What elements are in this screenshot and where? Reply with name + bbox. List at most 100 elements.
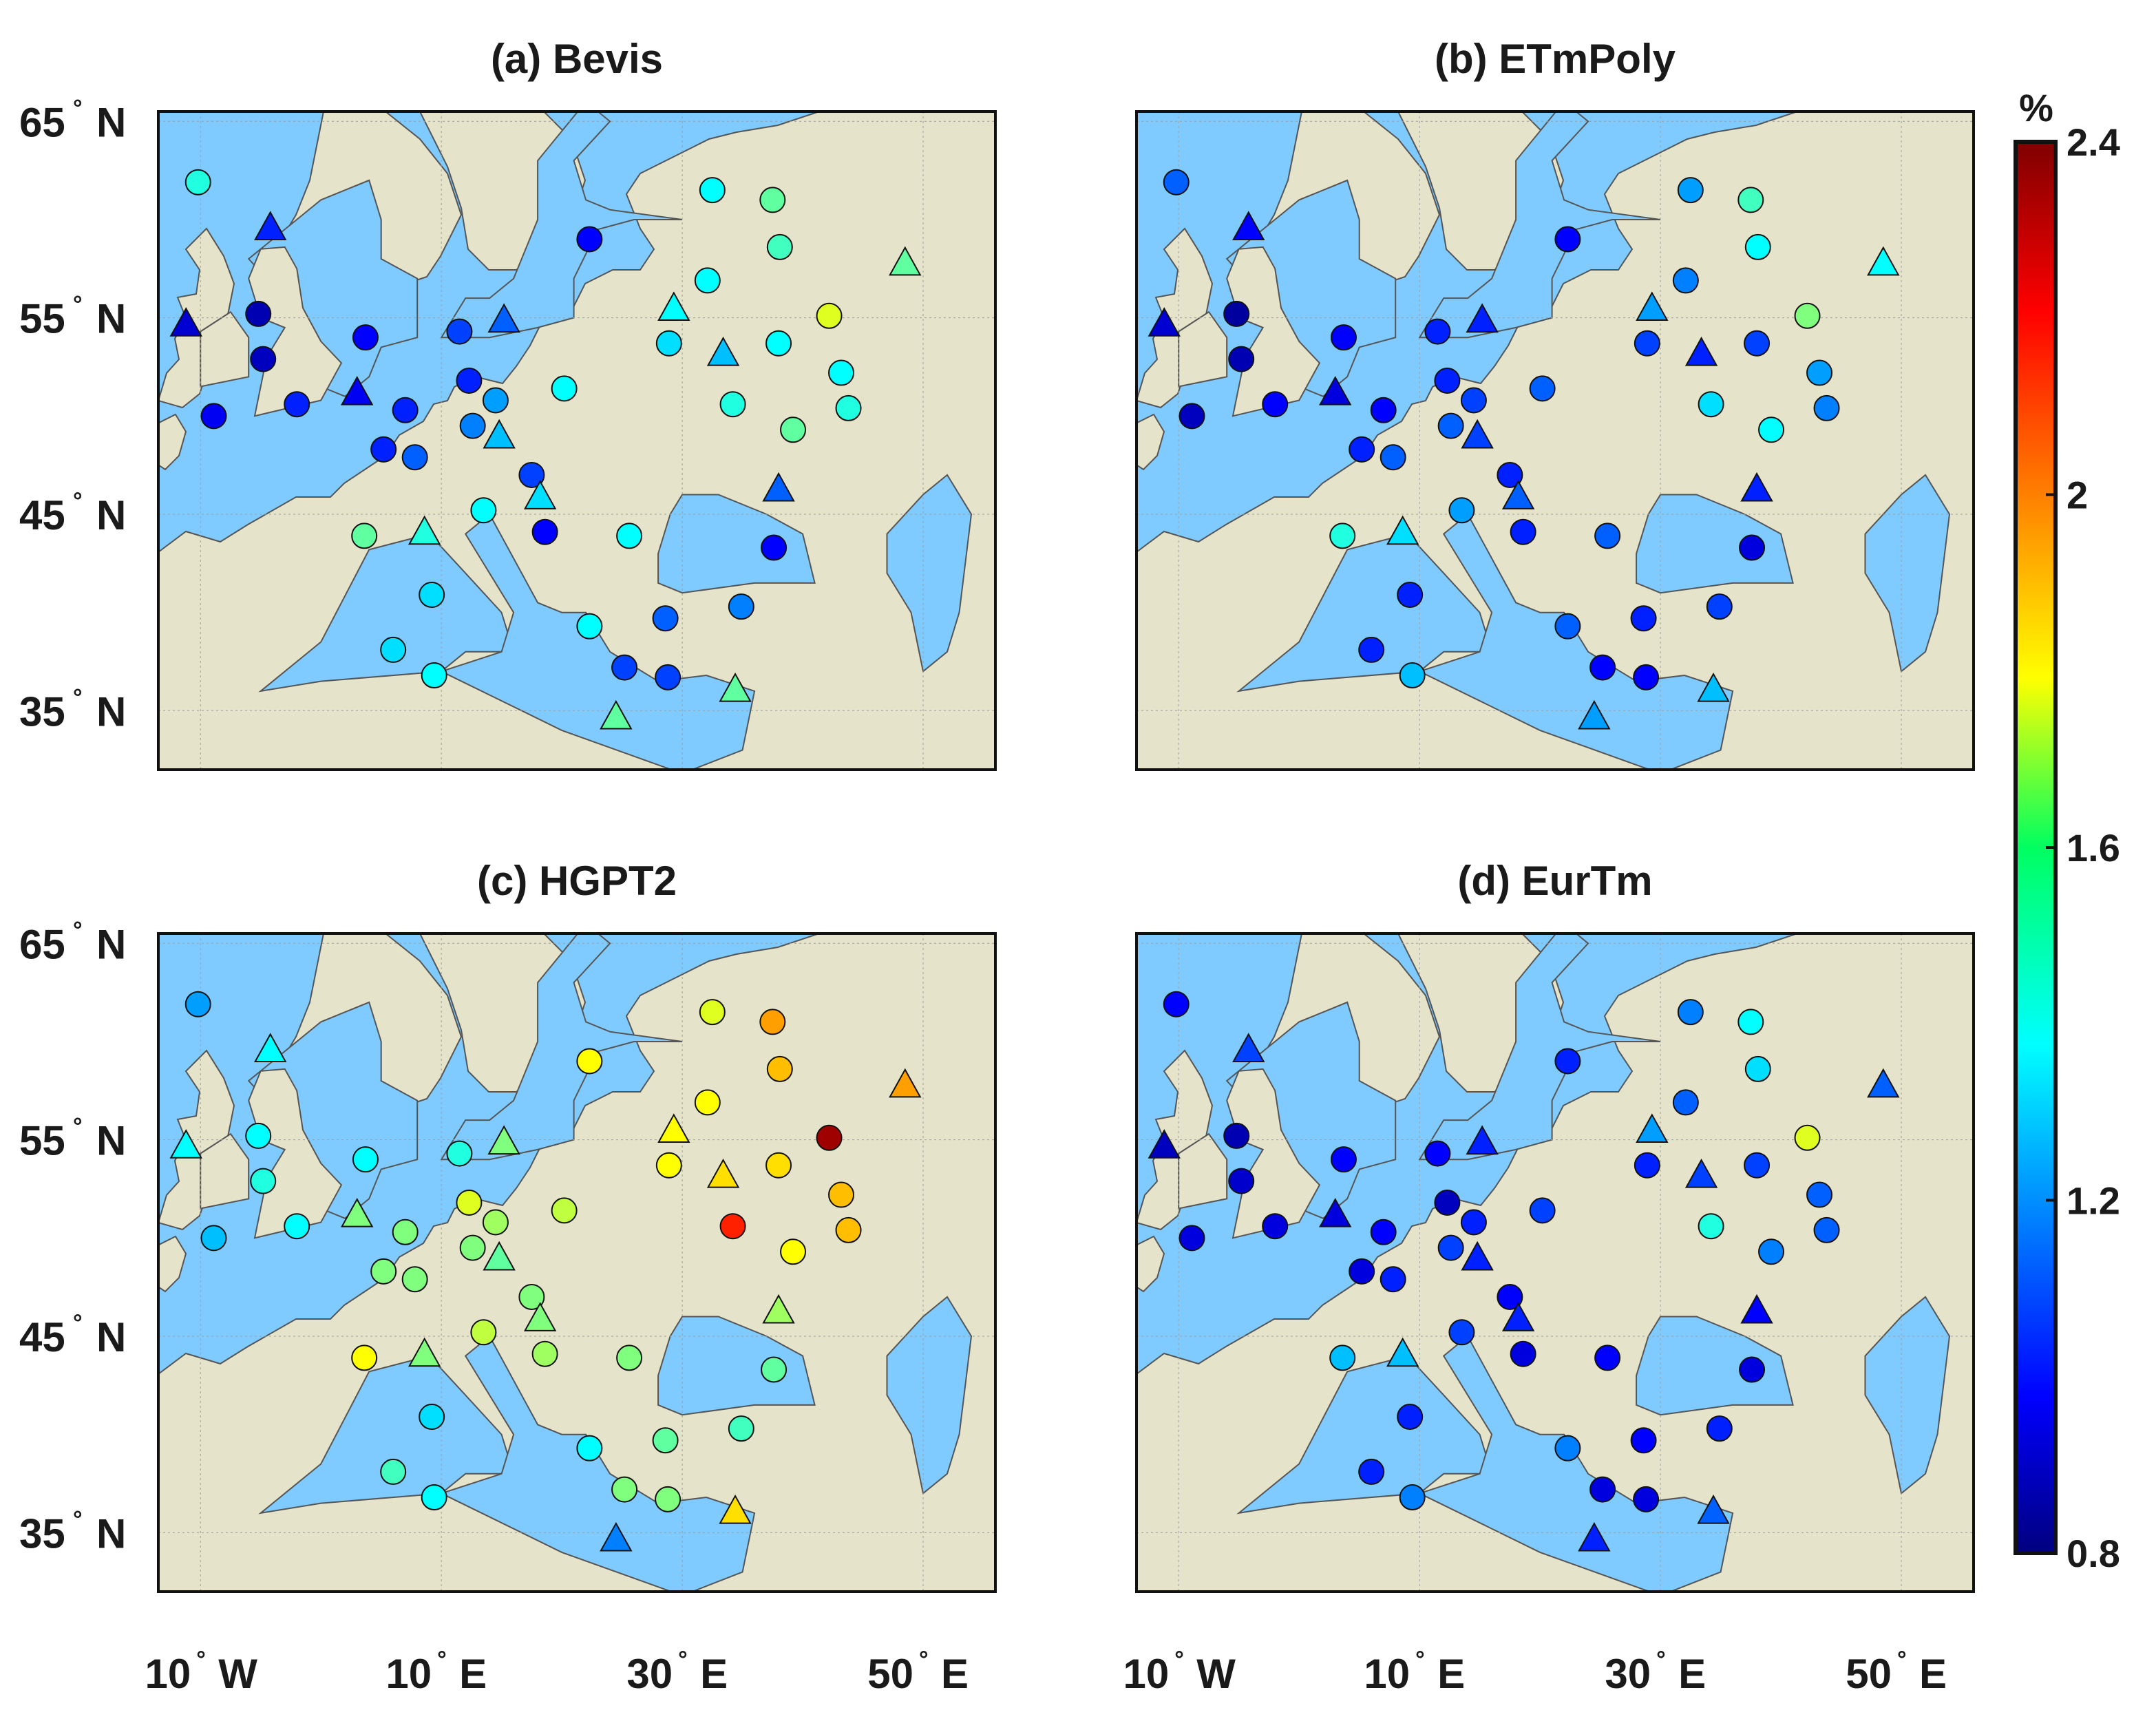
station-triangle [487, 303, 520, 333]
lat-tick-degree: ° [73, 917, 83, 943]
station-circle [531, 518, 558, 545]
station-circle [1630, 1427, 1657, 1454]
station-triangle [657, 291, 690, 321]
station-circle [1706, 593, 1733, 620]
station-circle [1329, 1344, 1356, 1371]
station-circle [351, 523, 378, 549]
station-circle [1399, 662, 1426, 689]
station-circle [652, 605, 679, 632]
station-triangle [719, 1494, 752, 1524]
lat-tick-label: 35 [19, 1510, 65, 1557]
lon-tick-hemisphere: E [1437, 1651, 1465, 1697]
lat-tick-degree: ° [73, 1114, 83, 1140]
station-circle [421, 1484, 447, 1511]
station-circle [761, 534, 788, 561]
station-circle [699, 177, 726, 204]
lon-tick-degree: ° [1897, 1647, 1907, 1673]
lat-tick-label: 45 [19, 1314, 65, 1360]
station-circle [576, 1048, 603, 1075]
map-frame [157, 932, 997, 1593]
station-circle [1329, 523, 1356, 549]
station-triangle [1461, 1241, 1494, 1271]
lat-tick-label: 45 [19, 492, 65, 538]
station-circle [401, 444, 428, 471]
station-circle [1380, 1266, 1406, 1293]
station-triangle [1461, 419, 1494, 449]
station-circle [200, 1225, 227, 1252]
lat-tick-hemisphere: N [96, 296, 126, 342]
station-circle [1594, 1344, 1621, 1371]
lat-tick-label: 55 [19, 1118, 65, 1164]
panel-title: (d) EurTm [1457, 858, 1652, 904]
panel-title: (a) Bevis [491, 36, 663, 82]
lat-tick-degree: ° [73, 292, 83, 318]
station-circle [1630, 605, 1657, 632]
lon-tick-hemisphere: E [700, 1651, 728, 1697]
station-circle [835, 1216, 862, 1243]
station-circle [245, 300, 272, 327]
station-circle [1424, 1140, 1451, 1167]
station-circle [761, 1356, 788, 1383]
station-triangle [1636, 291, 1669, 321]
station-circle [1677, 177, 1704, 204]
station-circle [1330, 1146, 1357, 1173]
station-circle [1434, 1189, 1461, 1216]
station-triangle [1466, 1125, 1499, 1155]
station-circle [184, 991, 211, 1017]
station-triangle [1386, 1337, 1419, 1367]
station-circle [1744, 1152, 1771, 1179]
station-circle [835, 394, 862, 421]
station-circle [1399, 1484, 1426, 1511]
station-circle [780, 1238, 807, 1265]
station-circle [1672, 1089, 1699, 1116]
station-circle [531, 1340, 558, 1367]
station-circle [611, 654, 638, 681]
station-circle [1330, 324, 1357, 351]
lon-tick-label: 10 [385, 1651, 432, 1697]
station-circle [1179, 1225, 1205, 1252]
map-panel-1: (a) Bevis 65 ° N 55 ° N 45 ° N 35 ° N [19, 36, 997, 771]
station-triangle [483, 1241, 516, 1271]
station-triangle [1232, 1033, 1265, 1062]
station-circle [1698, 1213, 1724, 1240]
station-circle [392, 397, 419, 423]
island [1178, 310, 1228, 388]
station-triangle [600, 699, 633, 730]
lat-tick-degree: ° [73, 95, 83, 121]
station-circle [1510, 1340, 1536, 1367]
lon-tick-degree: ° [1656, 1647, 1666, 1673]
station-circle [1554, 226, 1581, 253]
station-circle [459, 1234, 486, 1261]
lat-tick-hemisphere: N [96, 688, 126, 735]
station-circle [392, 1219, 419, 1245]
station-circle [1437, 1234, 1464, 1261]
station-triangle [1636, 1113, 1669, 1143]
station-circle [1554, 1048, 1581, 1075]
station-circle [1813, 1216, 1840, 1243]
station-triangle [1578, 1521, 1611, 1552]
station-triangle [1867, 246, 1900, 276]
station-triangle [889, 1068, 922, 1098]
station-circle [1589, 1476, 1616, 1503]
lat-tick-label: 35 [19, 688, 65, 735]
station-circle [380, 636, 407, 663]
station-circle [759, 1009, 786, 1035]
station-triangle [762, 472, 795, 502]
station-circle [1497, 1283, 1523, 1310]
station-circle [1739, 1356, 1766, 1383]
station-circle [1262, 391, 1289, 418]
station-triangle [1318, 376, 1352, 405]
station-circle [446, 318, 473, 345]
station-circle [351, 1344, 378, 1371]
lon-tick-degree: ° [1174, 1647, 1184, 1673]
panel-title: (c) HGPT2 [477, 858, 677, 904]
lat-tick-label: 65 [19, 921, 65, 967]
map-frame [157, 110, 997, 771]
station-circle [1179, 403, 1205, 430]
panel-title: (b) ETmPoly [1435, 36, 1676, 82]
station-circle [828, 359, 855, 386]
station-circle [1737, 187, 1764, 213]
station-triangle [523, 480, 557, 509]
station-circle [1434, 367, 1461, 394]
